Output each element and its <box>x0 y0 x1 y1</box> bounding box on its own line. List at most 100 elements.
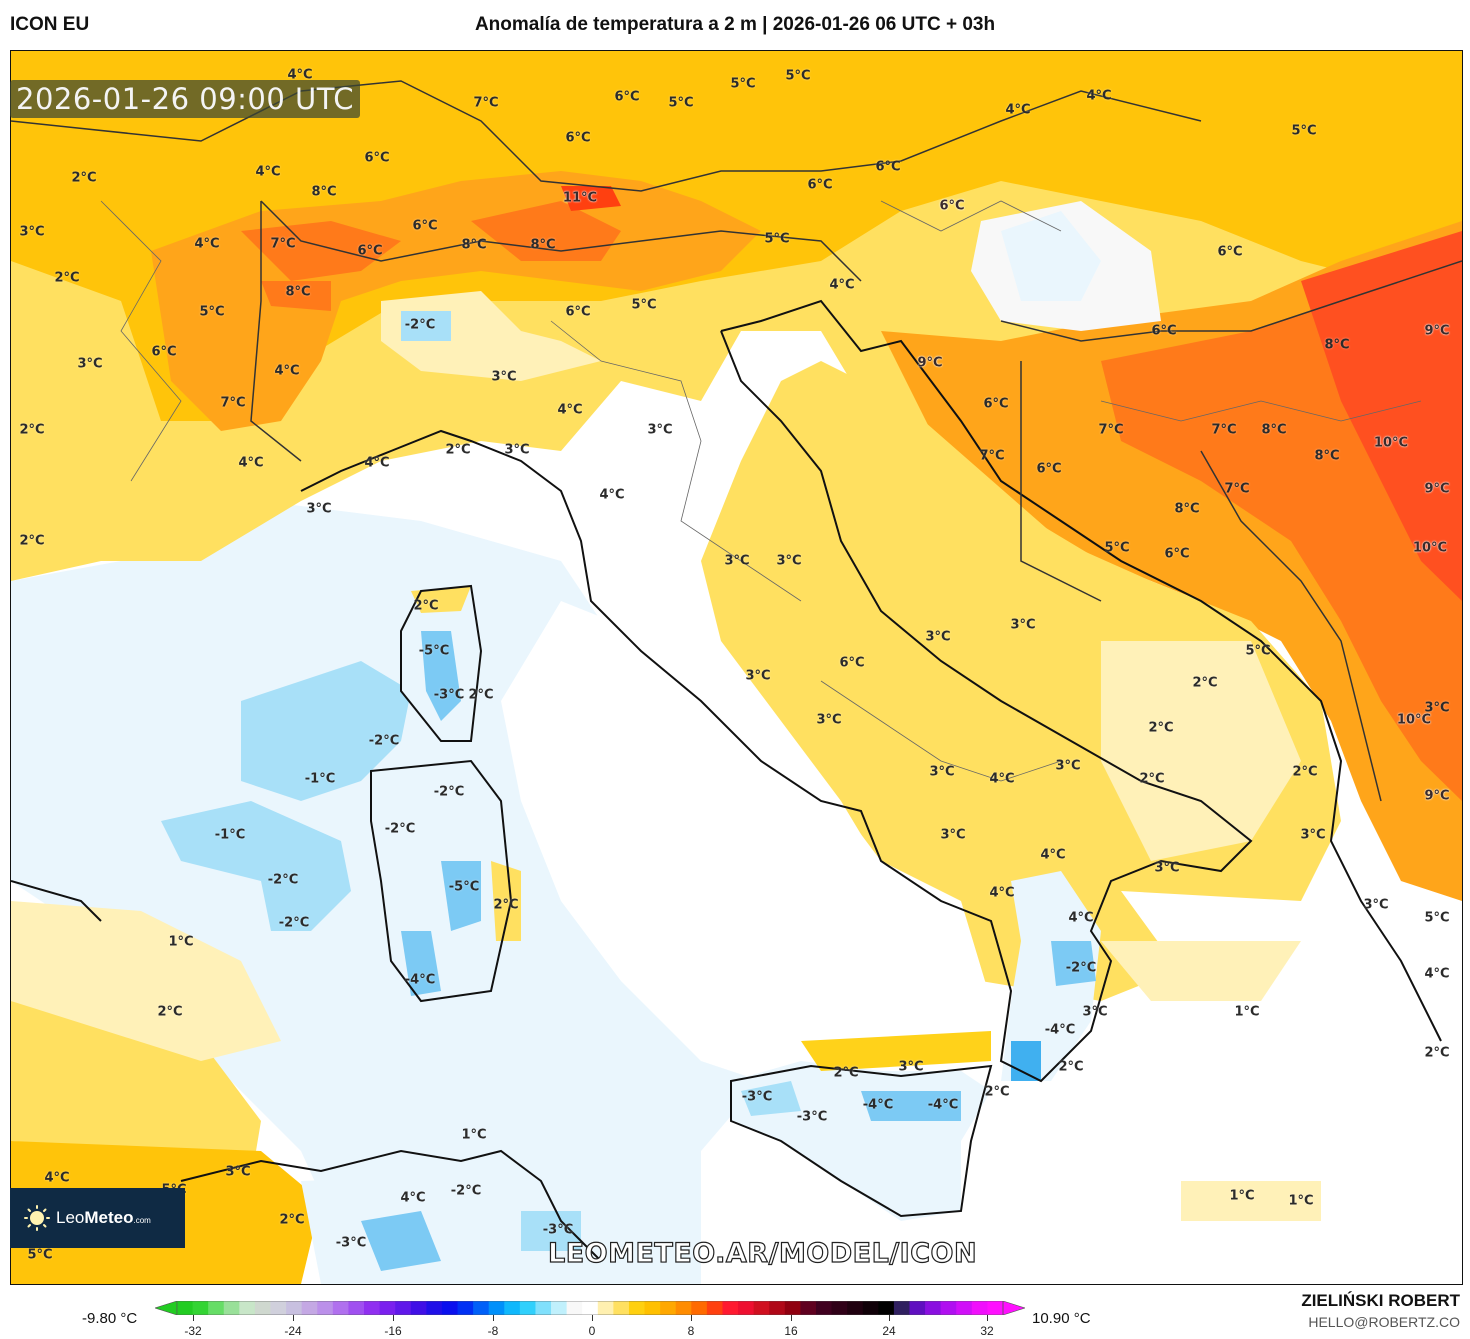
leometeo-logo[interactable]: LeoMeteo.com <box>10 1188 185 1248</box>
contour-label: -4°C <box>1044 1022 1076 1038</box>
contour-label: 2°C <box>833 1065 859 1081</box>
contour-label: 4°C <box>1086 88 1112 104</box>
legend-tick-mark <box>592 1315 593 1321</box>
contour-label: 1°C <box>1234 1004 1260 1020</box>
contour-label: 2°C <box>1139 771 1165 787</box>
contour-label: 6°C <box>875 159 901 175</box>
contour-label: 8°C <box>285 284 311 300</box>
contour-label: 3°C <box>225 1164 251 1180</box>
contour-label: 2°C <box>468 687 494 703</box>
legend-tick-mark <box>493 1315 494 1321</box>
contour-label: 3°C <box>898 1059 924 1075</box>
contour-label: 5°C <box>668 95 694 111</box>
contour-label: 7°C <box>1224 481 1250 497</box>
contour-label: -3°C <box>741 1089 773 1105</box>
contour-label: -2°C <box>1065 960 1097 976</box>
contour-label: 6°C <box>412 218 438 234</box>
contour-label: 4°C <box>557 402 583 418</box>
legend-tick-mark <box>691 1315 692 1321</box>
contour-label: 8°C <box>1314 448 1340 464</box>
temperature-anomaly-map: 4°C 7°C 6°C 5°C 5°C 5°C 4°C 4°C 5°C 6°C 6°C 2°C 4°C 8… <box>10 50 1463 1285</box>
contour-label: 8°C <box>1261 422 1287 438</box>
contour-label: 3°C <box>1363 897 1389 913</box>
contour-label: 3°C <box>77 356 103 372</box>
contour-label: 5°C <box>764 231 790 247</box>
contour-label: 6°C <box>839 655 865 671</box>
contour-label: 8°C <box>461 237 487 253</box>
logo-text: LeoMeteo.com <box>56 1208 151 1227</box>
valid-time-badge: 2026-01-26 09:00 UTC <box>10 80 361 118</box>
contour-label: 2°C <box>157 1004 183 1020</box>
contour-label: 6°C <box>1036 461 1062 477</box>
contour-label: 1°C <box>1229 1188 1255 1204</box>
contour-label: 3°C <box>1424 700 1450 716</box>
legend-tick-label: 32 <box>980 1324 994 1338</box>
contour-label: 6°C <box>364 150 390 166</box>
contour-label: 5°C <box>730 76 756 92</box>
author-email[interactable]: HELLO@ROBERTZ.CO <box>1308 1314 1460 1330</box>
contour-label: 2°C <box>413 598 439 614</box>
legend-tick-label: -24 <box>284 1324 302 1338</box>
contour-label: 3°C <box>1154 860 1180 876</box>
contour-label: -3°C <box>542 1222 574 1238</box>
contour-label: -2°C <box>384 821 416 837</box>
legend-tick-label: -8 <box>487 1324 499 1338</box>
contour-label: 6°C <box>357 243 383 259</box>
contour-label: 6°C <box>565 130 591 146</box>
contour-label: 2°C <box>984 1084 1010 1100</box>
contour-label: 5°C <box>785 68 811 84</box>
contour-label: 6°C <box>565 304 591 320</box>
contour-label: 4°C <box>194 236 220 252</box>
contour-label: 3°C <box>724 553 750 569</box>
author-name: ZIELIŃSKI ROBERT <box>1301 1291 1460 1310</box>
contour-label: 5°C <box>1104 540 1130 556</box>
contour-label: 9°C <box>1424 788 1450 804</box>
model-name: ICON EU <box>10 14 90 35</box>
contour-label: 4°C <box>274 363 300 379</box>
contour-label: 3°C <box>1082 1004 1108 1020</box>
contour-label: 6°C <box>983 396 1009 412</box>
contour-label: 2°C <box>71 170 97 186</box>
contour-label: 7°C <box>270 236 296 252</box>
contour-label: 10°C <box>1412 540 1448 556</box>
contour-label: 4°C <box>238 455 264 471</box>
contour-label: 5°C <box>631 297 657 313</box>
legend-tick-label: -32 <box>184 1324 202 1338</box>
contour-label: 5°C <box>1424 910 1450 926</box>
contour-label: -5°C <box>448 879 480 895</box>
contour-label: 3°C <box>1010 617 1036 633</box>
legend-tick-label: 8 <box>687 1324 695 1338</box>
contour-label: 4°C <box>44 1170 70 1186</box>
contour-label: 4°C <box>989 885 1015 901</box>
legend-tick-mark <box>791 1315 792 1321</box>
contour-label: 2°C <box>19 533 45 549</box>
contour-label: -2°C <box>404 317 436 333</box>
contour-label: 6°C <box>151 344 177 360</box>
contour-label: 6°C <box>939 198 965 214</box>
legend-max-value: 10.90 °C <box>1032 1310 1091 1327</box>
contour-label: 6°C <box>1164 546 1190 562</box>
contour-label: 6°C <box>614 89 640 105</box>
contour-label: 8°C <box>530 237 556 253</box>
contour-label: 3°C <box>816 712 842 728</box>
contour-label: 2°C <box>493 897 519 913</box>
contour-label: 4°C <box>1068 910 1094 926</box>
legend-min-value: -9.80 °C <box>82 1310 138 1327</box>
contour-label: 5°C <box>27 1247 53 1263</box>
sun-icon <box>24 1205 50 1231</box>
contour-label: 6°C <box>1151 323 1177 339</box>
contour-label: 5°C <box>199 304 225 320</box>
contour-label: -2°C <box>278 915 310 931</box>
contour-label: 10°C <box>1373 435 1409 451</box>
contour-label: 8°C <box>311 184 337 200</box>
source-watermark: LEOMETEO.AR/MODEL/ICON <box>547 1237 978 1269</box>
legend-tick-label: 24 <box>882 1324 896 1338</box>
contour-label: 3°C <box>647 422 673 438</box>
contour-label: -4°C <box>927 1097 959 1113</box>
contour-label: 2°C <box>1192 675 1218 691</box>
contour-label: 10°C <box>1396 712 1432 728</box>
legend-tick-mark <box>293 1315 294 1321</box>
contour-label: 3°C <box>745 668 771 684</box>
contour-label: 3°C <box>306 501 332 517</box>
contour-label: -1°C <box>214 827 246 843</box>
